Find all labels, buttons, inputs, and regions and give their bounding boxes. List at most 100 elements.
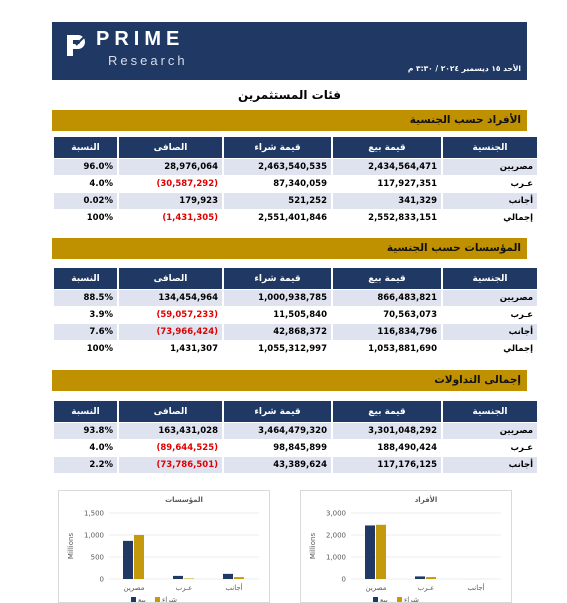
bar — [426, 577, 436, 579]
column-header: النسبة — [54, 137, 117, 158]
date: الأحد ١٥ ديسمبر ٢٠٢٤ / ٣:٣٠ م — [407, 64, 521, 73]
table-cell: 93.8% — [54, 423, 117, 439]
table-cell: 866,483,821 — [333, 290, 441, 306]
table-cell: 4.0% — [89, 443, 113, 453]
table-row: مصريين 3,301,048,292 3,464,479,320 163,431,… — [54, 423, 537, 439]
y-tick-label: 1,000 — [84, 532, 104, 540]
table-cell: (73,786,501) — [119, 457, 222, 473]
table-cell: مصريين — [443, 423, 537, 439]
column-header: الصافى — [119, 137, 222, 158]
table-cell: 188,490,424 — [377, 443, 437, 453]
table-row: أجانب 116,834,796 42,868,372 (73,966,424) 7.… — [54, 324, 537, 340]
y-tick-label: 500 — [91, 554, 104, 562]
table-cell: 3,301,048,292 — [333, 423, 441, 439]
table-cell: 3.9% — [89, 310, 113, 320]
table-cell: 116,834,796 — [333, 324, 441, 340]
bar — [184, 578, 194, 579]
table-cell: 1,431,307 — [170, 344, 218, 354]
table-cell: 42,868,372 — [224, 324, 331, 340]
column-header: قيمة شراء — [224, 401, 331, 422]
column-header: قيمة بيع — [333, 137, 441, 158]
bar — [376, 524, 386, 579]
table-cell: عـرب — [510, 179, 533, 189]
table-cell: 100% — [86, 213, 113, 223]
bar — [415, 576, 425, 579]
table-cell: 100% — [86, 344, 113, 354]
bar — [134, 534, 144, 579]
legend-swatch — [397, 597, 402, 602]
x-tick-label: عـرب — [176, 584, 193, 592]
column-header: النسبة — [54, 268, 117, 289]
legend-swatch — [155, 597, 160, 602]
bar — [234, 577, 244, 579]
subbrand: Research — [108, 53, 188, 68]
column-header: قيمة شراء — [224, 137, 331, 158]
bar — [173, 575, 183, 579]
legend-label: شراء — [404, 596, 419, 603]
column-header: الجنسية — [443, 268, 537, 289]
y-tick-label: 1,000 — [326, 554, 346, 562]
table-cell: 117,927,351 — [377, 179, 437, 189]
section-title: إجمالى التداولات — [52, 370, 527, 391]
table-cell: 70,563,073 — [383, 310, 437, 320]
header-row: الجنسية قيمة بيع قيمة شراء الصافى النسبة — [54, 268, 537, 289]
table-row: مصريين 2,434,564,471 2,463,540,535 28,976,0… — [54, 159, 537, 175]
brand: PRIME — [96, 28, 185, 50]
table-cell: أجانب — [443, 457, 537, 473]
column-header: الصافى — [119, 268, 222, 289]
table-cell: 179,923 — [119, 193, 222, 209]
table-cell: 1,000,938,785 — [224, 290, 331, 306]
table-row: إجمالي 2,552,833,151 2,551,401,846 (1,431,3… — [54, 210, 537, 226]
header: PRIME Research الأحد ١٥ ديسمبر ٢٠٢٤ / ٣:… — [52, 22, 527, 80]
table-cell: 3,464,479,320 — [224, 423, 331, 439]
bar — [123, 540, 133, 579]
header-row: الجنسية قيمة بيع قيمة شراء الصافى النسبة — [54, 137, 537, 158]
table-row: أجانب 117,176,125 43,389,624 (73,786,501) 2.… — [54, 457, 537, 473]
table-cell: 2,552,833,151 — [368, 213, 437, 223]
y-axis-label: Millions — [309, 533, 317, 560]
column-header: قيمة شراء — [224, 268, 331, 289]
table-cell: 2,551,401,846 — [258, 213, 327, 223]
header-row: الجنسية قيمة بيع قيمة شراء الصافى النسبة — [54, 401, 537, 422]
table-row: مصريين 866,483,821 1,000,938,785 134,454,96… — [54, 290, 537, 306]
x-tick-label: أجانب — [225, 583, 242, 592]
table-row: إجمالي 1,053,881,690 1,055,312,997 1,431,30… — [54, 341, 537, 357]
x-tick-label: عـرب — [418, 584, 435, 592]
table-cell: عـرب — [510, 310, 533, 320]
table: الجنسية قيمة بيع قيمة شراء الصافى النسبة مصري… — [52, 136, 539, 227]
y-tick-label: 1,500 — [84, 510, 104, 518]
table: الجنسية قيمة بيع قيمة شراء الصافى النسبة مصري… — [52, 400, 539, 474]
section-title: الأفراد حسب الجنسية — [52, 110, 527, 131]
y-axis-label: Millions — [67, 533, 75, 560]
table: الجنسية قيمة بيع قيمة شراء الصافى النسبة مصري… — [52, 267, 539, 358]
column-header: قيمة بيع — [333, 268, 441, 289]
legend-swatch — [373, 597, 378, 602]
table-cell: 1,053,881,690 — [368, 344, 437, 354]
legend-label: بيع — [138, 596, 146, 603]
y-tick-label: 0 — [100, 576, 104, 584]
table-cell: 2,463,540,535 — [224, 159, 331, 175]
column-header: قيمة بيع — [333, 401, 441, 422]
column-header: الجنسية — [443, 401, 537, 422]
table-row: عـرب 117,927,351 87,340,059 (30,587,292) 4.0… — [54, 176, 537, 192]
table-row: عـرب 188,490,424 98,845,899 (89,644,525) 4.0… — [54, 440, 537, 456]
column-header: الجنسية — [443, 137, 537, 158]
table-cell: 341,329 — [333, 193, 441, 209]
table-cell: (89,644,525) — [156, 443, 218, 453]
y-tick-label: 3,000 — [326, 510, 346, 518]
table-cell: 96.0% — [54, 159, 117, 175]
x-tick-label: أجانب — [467, 583, 484, 592]
bar — [223, 573, 233, 579]
table-cell: 117,176,125 — [333, 457, 441, 473]
bar — [365, 525, 375, 579]
table-cell: 87,340,059 — [273, 179, 327, 189]
table-cell: 521,252 — [224, 193, 331, 209]
table-cell: أجانب — [443, 324, 537, 340]
legend-label: شراء — [162, 596, 177, 603]
table-cell: إجمالي — [503, 213, 533, 223]
page-title: فئات المستثمرين — [238, 88, 341, 102]
table-cell: 98,845,899 — [273, 443, 327, 453]
y-tick-label: 0 — [342, 576, 346, 584]
legend-label: بيع — [380, 596, 388, 603]
